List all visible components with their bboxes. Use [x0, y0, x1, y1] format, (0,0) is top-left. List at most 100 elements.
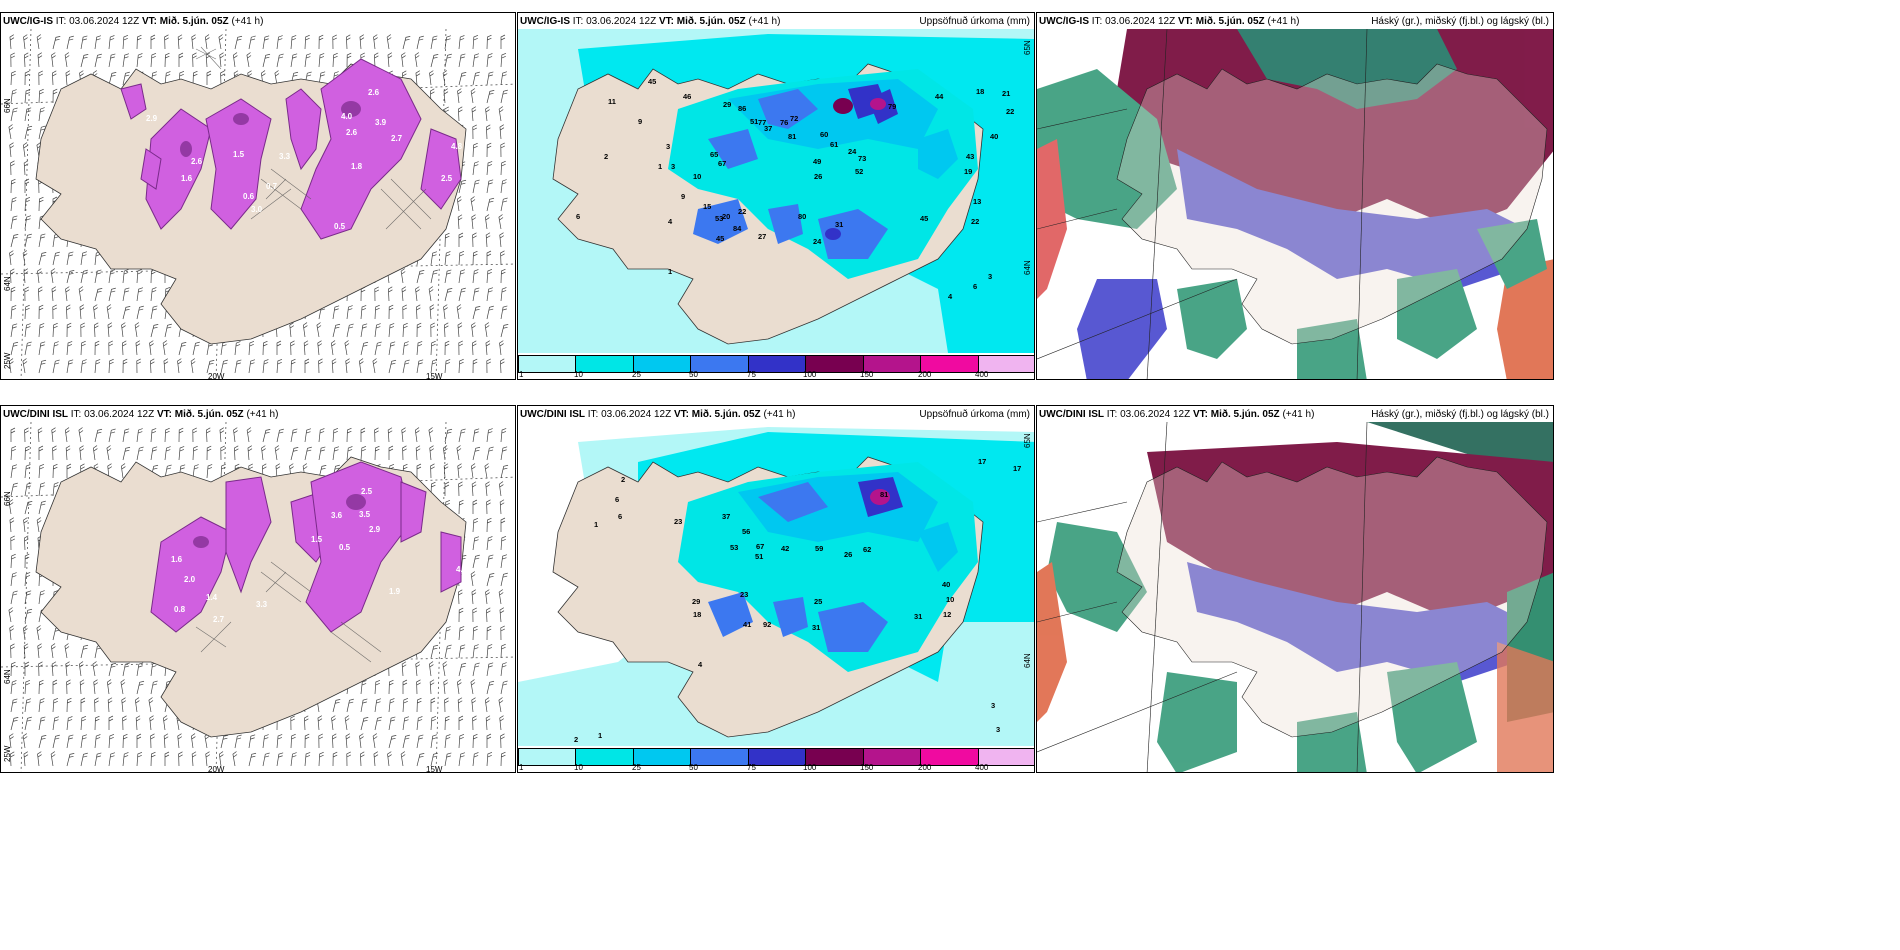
wind-barb — [486, 358, 491, 374]
value-label: 3 — [988, 272, 992, 281]
value-label: 4 — [948, 292, 953, 301]
wind-barb — [262, 359, 269, 374]
wind-barb — [164, 446, 171, 461]
wind-barb — [51, 661, 57, 677]
wind-barb — [290, 715, 295, 731]
wind-barb — [444, 734, 451, 749]
wind-barb — [332, 427, 339, 443]
wind-barb — [220, 445, 225, 461]
wind-barb — [80, 734, 88, 749]
wind-barb — [500, 268, 506, 284]
wind-barb — [500, 197, 508, 212]
panel-title: UWC/DINI ISL IT: 03.06.2024 12Z VT: Mið.… — [520, 409, 796, 420]
wind-barb — [206, 70, 212, 85]
wind-barb — [108, 752, 116, 767]
wind-barb — [219, 427, 225, 443]
value-label: 72 — [790, 114, 798, 123]
cbar-tick: 10 — [574, 763, 583, 772]
wind-barb — [24, 70, 30, 86]
wind-barb — [472, 715, 477, 731]
wind-barb — [192, 464, 199, 479]
wind-barb — [52, 716, 60, 731]
wind-barb — [458, 232, 464, 247]
wind-barb — [51, 286, 57, 302]
wind-barb — [346, 751, 351, 767]
wind-barb — [52, 36, 61, 50]
value-label: 6 — [973, 282, 977, 291]
wind-barb — [220, 359, 228, 374]
value-label: 44 — [935, 92, 944, 101]
wind-barb — [163, 358, 169, 374]
wind-barb — [444, 35, 452, 50]
value-label: 51 — [750, 117, 758, 126]
wind-barb — [500, 52, 507, 68]
wind-barb — [38, 716, 46, 731]
value-label: 3 — [671, 162, 675, 171]
wind-barb — [122, 752, 129, 767]
wind-barb — [346, 698, 354, 713]
wind-barb — [472, 554, 480, 569]
wind-barb — [430, 752, 438, 767]
wind-barb — [10, 215, 18, 230]
wind-barb — [178, 446, 185, 461]
wind-barb — [24, 125, 33, 140]
wind-barb — [10, 698, 18, 713]
wind-barb — [458, 106, 463, 122]
wind-barb — [94, 288, 103, 302]
wind-barb — [10, 751, 15, 767]
wind-barb — [24, 89, 31, 104]
wind-barb — [498, 106, 504, 122]
wind-barb — [457, 88, 462, 104]
wind-barb — [415, 70, 421, 86]
lat-label-64n: 64N — [3, 669, 12, 684]
wind-barb — [402, 36, 411, 50]
lat-label-25w: 25W — [3, 745, 12, 762]
wind-barb — [192, 52, 197, 68]
wind-barb — [472, 179, 480, 194]
wind-barb — [66, 697, 72, 713]
wind-barb — [51, 427, 57, 443]
value-label: 3 — [991, 701, 995, 710]
wind-barb — [500, 71, 508, 86]
value-label: 10 — [946, 595, 954, 604]
value-label: 79 — [888, 102, 896, 111]
lon-label-15w: 15W — [426, 372, 443, 380]
wind-barb — [499, 499, 505, 515]
wind-barb — [276, 358, 283, 374]
value-label: 40 — [942, 580, 950, 589]
wind-barb — [178, 342, 187, 356]
wind-barb — [246, 427, 252, 443]
wind-barb — [500, 517, 506, 532]
wind-barb — [38, 286, 43, 302]
wind-barb — [108, 287, 116, 302]
wind-barb — [94, 428, 103, 443]
lat-label-64n: 64N — [1023, 653, 1032, 668]
wind-barb — [233, 427, 238, 443]
wind-barb — [164, 323, 172, 338]
wind-barb — [38, 304, 44, 320]
wind-barb — [24, 464, 31, 479]
panel-title: UWC/IG-IS IT: 03.06.2024 12Z VT: Mið. 5.… — [3, 16, 264, 27]
wind-barb — [444, 752, 452, 767]
value-label: 53 — [715, 214, 723, 223]
lat-label-66n: 66N — [3, 98, 12, 113]
value-label: 0.5 — [339, 543, 351, 552]
wind-barb — [401, 427, 407, 443]
wind-barb — [486, 428, 493, 443]
wind-barb — [332, 446, 340, 461]
wind-barb — [262, 752, 270, 767]
wind-barb — [472, 232, 477, 248]
wind-barb — [458, 35, 465, 50]
wind-barb — [24, 107, 32, 122]
wind-barb — [38, 482, 46, 497]
wind-barb — [374, 304, 380, 320]
value-label: 26 — [814, 172, 822, 181]
wind-barb — [206, 445, 212, 461]
value-label: 2 — [604, 152, 608, 161]
wind-barb — [38, 359, 47, 374]
cbar-cell — [519, 749, 577, 765]
value-label: 6 — [576, 212, 580, 221]
wind-barb — [372, 358, 378, 374]
wind-barb — [205, 751, 211, 767]
wind-barb — [485, 715, 491, 731]
